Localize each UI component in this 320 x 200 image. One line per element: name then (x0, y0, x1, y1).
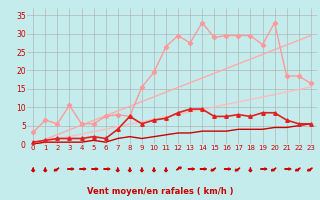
Text: Vent moyen/en rafales ( km/h ): Vent moyen/en rafales ( km/h ) (87, 187, 233, 196)
